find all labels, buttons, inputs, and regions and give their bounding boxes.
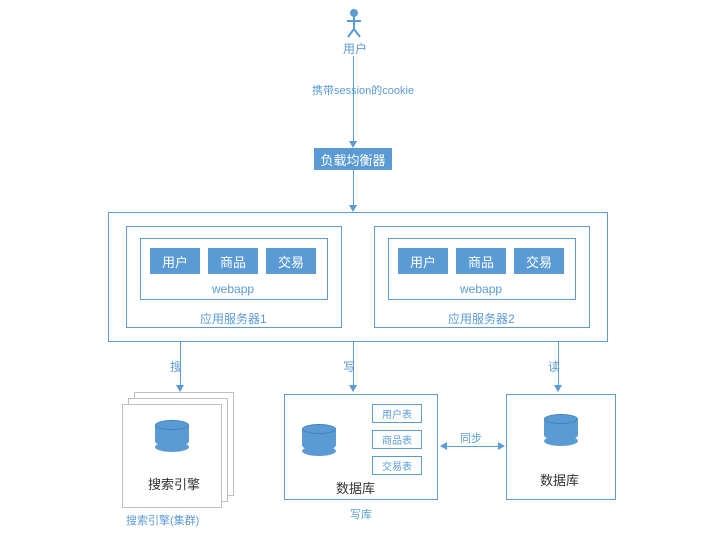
load-balancer-label: 负载均衡器 xyxy=(320,150,385,169)
arrow-sync-right xyxy=(498,442,505,450)
user-label: 用户 xyxy=(343,40,367,57)
server2-mod-user: 用户 xyxy=(398,248,448,274)
db-read-icon xyxy=(544,418,578,444)
sync-label: 同步 xyxy=(460,430,482,446)
search-caption: 搜索引擎(集群) xyxy=(126,512,199,528)
edge-user-lb-label: 携带session的cookie xyxy=(312,82,414,98)
branch-write-label: 写 xyxy=(343,358,355,375)
edge-lb-cluster xyxy=(353,170,354,206)
edge-user-lb xyxy=(353,56,354,142)
branch-search-label: 搜 xyxy=(170,358,182,375)
server1-label: 应用服务器1 xyxy=(200,310,267,327)
user-icon xyxy=(345,8,363,38)
load-balancer-box: 负载均衡器 xyxy=(314,148,392,170)
db-write-title: 数据库 xyxy=(336,478,375,497)
arrow-sync-left xyxy=(440,442,447,450)
arrow-cluster-write xyxy=(349,385,357,392)
server1-mod-product: 商品 xyxy=(208,248,258,274)
arrow-cluster-read xyxy=(554,385,562,392)
server2-mod-trade: 交易 xyxy=(514,248,564,274)
db-read-title: 数据库 xyxy=(540,470,579,489)
branch-read-label: 读 xyxy=(548,358,560,375)
db-write-icon xyxy=(302,428,336,454)
search-db-icon xyxy=(155,424,189,450)
server2-webapp-label: webapp xyxy=(460,282,502,296)
server1-mod-trade: 交易 xyxy=(266,248,316,274)
edge-sync xyxy=(446,446,498,447)
search-title: 搜索引擎 xyxy=(148,474,200,493)
db-write-table-user: 用户表 xyxy=(372,404,422,423)
arrow-cluster-search xyxy=(176,385,184,392)
db-write-table-product: 商品表 xyxy=(372,430,422,449)
arrow-lb-cluster xyxy=(349,205,357,212)
server1-webapp-label: webapp xyxy=(212,282,254,296)
db-write-table-trade: 交易表 xyxy=(372,456,422,475)
server1-mod-user: 用户 xyxy=(150,248,200,274)
server2-mod-product: 商品 xyxy=(456,248,506,274)
db-write-caption: 写库 xyxy=(350,506,372,522)
arrow-user-lb xyxy=(349,141,357,148)
server2-label: 应用服务器2 xyxy=(448,310,515,327)
